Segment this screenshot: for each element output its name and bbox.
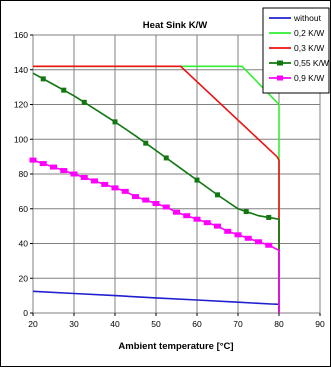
y-tick-label: 40: [19, 239, 29, 249]
legend-marker-0-55-k-w: [277, 60, 283, 66]
chart-title: Heat Sink K/W: [143, 20, 207, 31]
x-tick-label: 50: [151, 319, 161, 329]
x-tick-label: 80: [274, 319, 284, 329]
y-tick-label: 60: [19, 204, 29, 214]
series-marker-0-9-k-w: [29, 157, 37, 163]
series-marker-0-9-k-w: [203, 220, 211, 226]
series-marker-0-9-k-w: [214, 223, 221, 229]
series-marker-0-9-k-w: [255, 239, 262, 245]
y-tick-label: 160: [14, 30, 28, 40]
y-tick-label: 0: [23, 308, 28, 318]
series-marker-0-9-k-w: [183, 213, 191, 219]
series-marker-0-55-k-w: [163, 155, 169, 161]
x-axis-label: Ambient temperature [°C]: [118, 341, 233, 352]
x-tick-label: 90: [315, 319, 325, 329]
series-marker-0-9-k-w: [142, 197, 150, 203]
x-tick-label: 60: [192, 319, 202, 329]
series-marker-0-9-k-w: [121, 188, 129, 194]
series-marker-0-9-k-w: [162, 204, 170, 210]
series-marker-0-9-k-w: [152, 201, 160, 207]
series-marker-0-55-k-w: [215, 192, 220, 198]
series-marker-0-55-k-w: [243, 209, 249, 215]
series-marker-0-55-k-w: [40, 76, 46, 82]
series-marker-0-9-k-w: [91, 178, 98, 184]
series-marker-0-9-k-w: [60, 168, 68, 174]
series-marker-0-9-k-w: [244, 235, 252, 241]
legend-marker-0-9-k-w: [277, 75, 283, 81]
series-marker-0-55-k-w: [61, 87, 67, 93]
series-marker-0-9-k-w: [132, 194, 139, 200]
legend-label-0-3-k-w: 0,3 K/W: [294, 43, 324, 53]
y-tick-label: 120: [14, 100, 28, 110]
x-tick-label: 20: [28, 319, 38, 329]
y-tick-label: 20: [19, 273, 29, 283]
y-tick-label: 140: [14, 65, 28, 75]
series-marker-0-9-k-w: [101, 181, 109, 187]
series-line-without: [32, 290, 280, 306]
legend: without 0,2 K/W 0,3 K/W 0,55 K/W 0,9 K/W: [262, 7, 330, 94]
series-marker-0-9-k-w: [70, 171, 78, 177]
series-marker-0-55-k-w: [143, 140, 149, 146]
series-marker-0-55-k-w: [266, 214, 272, 220]
y-tick-label: 100: [14, 134, 28, 144]
series-marker-0-9-k-w: [193, 216, 201, 222]
x-tick-label: 40: [110, 319, 120, 329]
series-marker-0-9-k-w: [265, 242, 273, 248]
series-marker-0-9-k-w: [111, 185, 119, 191]
series-marker-0-55-k-w: [81, 99, 87, 105]
series-marker-0-9-k-w: [234, 232, 242, 238]
series-line-0-3-k-w: [33, 65, 280, 313]
legend-label-0-9-k-w: 0,9 K/W: [294, 73, 324, 83]
series-marker-0-9-k-w: [224, 228, 232, 234]
series-marker-0-9-k-w: [173, 209, 180, 215]
series-marker-0-55-k-w: [194, 177, 200, 183]
series-layer: [29, 65, 280, 313]
series-marker-0-9-k-w: [39, 161, 47, 167]
legend-label-0-2-k-w: 0,2 K/W: [294, 28, 324, 38]
x-tick-label: 70: [233, 319, 243, 329]
legend-label-0-55-k-w: 0,55 K/W: [294, 58, 329, 68]
x-tick-label: 30: [69, 319, 79, 329]
series-marker-0-55-k-w: [112, 119, 118, 125]
y-tick-label: 80: [19, 169, 29, 179]
legend-label-without: without: [293, 13, 322, 23]
series-marker-0-9-k-w: [80, 174, 88, 180]
series-marker-0-9-k-w: [50, 164, 57, 170]
